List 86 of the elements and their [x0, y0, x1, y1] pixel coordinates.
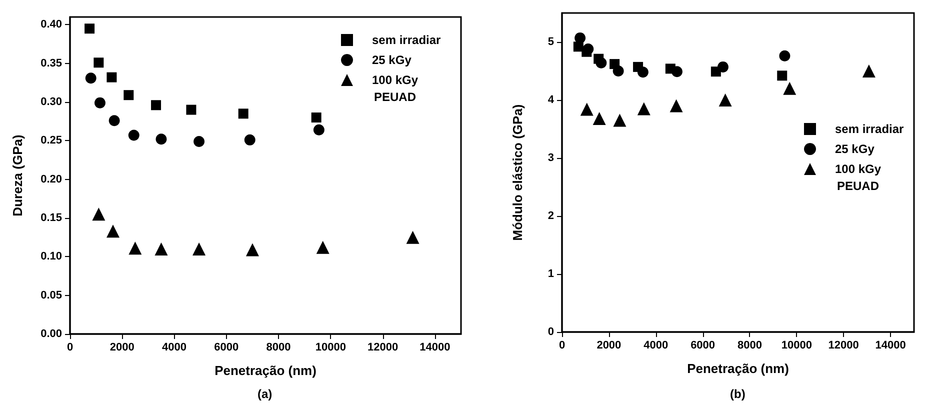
point [313, 124, 324, 136]
point [596, 57, 607, 68]
point [316, 240, 330, 254]
x-tick-label: 2000 [110, 342, 134, 354]
x-tick-label: 0 [558, 340, 566, 352]
legend-label: 100 kGy [372, 73, 418, 87]
point [94, 58, 104, 68]
point [637, 102, 650, 116]
legend-label: 25 kGy [372, 53, 412, 67]
x-tick-label: 8000 [737, 340, 762, 352]
x-tick-label: 4000 [162, 342, 187, 354]
y-tick-label: 1 [548, 268, 554, 280]
point [128, 130, 140, 141]
x-tick-label: 6000 [214, 342, 239, 354]
y-tick-label: 0.20 [40, 173, 62, 186]
x-tick-label: 12000 [828, 340, 859, 352]
y-tick-label: 0.40 [40, 18, 62, 31]
point [592, 112, 606, 126]
y-tick-label: 0.25 [40, 134, 62, 147]
legend-label: 25 kGy [835, 142, 875, 156]
point [582, 43, 594, 54]
legend-label: sem irradiar [372, 33, 442, 47]
point [779, 50, 790, 62]
point [862, 64, 876, 78]
point [717, 61, 728, 72]
point [670, 99, 683, 112]
legend-title: PEUAD [837, 179, 880, 193]
point [128, 242, 142, 255]
x-axis-title: Penetração (nm) [687, 361, 789, 376]
point [580, 102, 594, 116]
point [85, 72, 96, 84]
y-tick-label: 0.10 [40, 250, 62, 263]
x-tick-label: 12000 [368, 342, 398, 354]
point [106, 72, 117, 82]
point [672, 66, 682, 78]
x-tick-label: 10000 [781, 340, 812, 352]
text: (a) [258, 387, 272, 401]
point [246, 243, 259, 256]
point [406, 230, 420, 244]
x-tick-label: 4000 [644, 340, 668, 352]
legend-title: PEUAD [374, 90, 416, 104]
x-tick-label: 10000 [315, 342, 346, 354]
point [94, 97, 106, 108]
point [156, 134, 167, 145]
point [186, 104, 196, 115]
x-tick-label: 14000 [875, 340, 906, 352]
point [613, 114, 626, 127]
x-tick-label: 6000 [690, 340, 716, 352]
point [574, 32, 586, 44]
y-axis-title: Módulo elástico (GPa) [510, 104, 525, 241]
point [92, 208, 106, 221]
y-tick-label: 0.35 [40, 57, 62, 70]
point [151, 100, 162, 110]
y-tick-label: 0 [548, 326, 554, 338]
point [637, 66, 648, 78]
point [783, 82, 796, 95]
point [238, 108, 248, 119]
y-axis-title: Dureza (GPa) [10, 134, 25, 216]
point [124, 90, 134, 100]
y-tick-label: 4 [548, 94, 555, 106]
x-tick-label: 14000 [420, 342, 450, 354]
y-tick-label: 5 [548, 36, 554, 48]
point [718, 94, 732, 106]
x-tick-label: 8000 [266, 342, 291, 354]
y-tick-label: 3 [548, 152, 554, 164]
point [84, 24, 95, 34]
text: (b) [730, 387, 746, 401]
x-tick-label: 0 [66, 342, 74, 354]
point [192, 242, 206, 256]
point [244, 134, 256, 146]
point [311, 112, 322, 123]
y-tick-label: 0.30 [40, 96, 62, 108]
point [154, 242, 168, 256]
y-tick-label: 2 [548, 210, 554, 222]
point [108, 115, 120, 126]
x-tick-label: 2000 [596, 340, 622, 352]
point [194, 136, 205, 147]
point [777, 70, 788, 81]
y-tick-label: 0.00 [40, 328, 62, 340]
y-tick-label: 0.15 [40, 212, 62, 224]
point [106, 224, 120, 238]
legend-label: sem irradiar [835, 122, 904, 136]
legend-label: 100 kGy [835, 162, 882, 176]
x-axis-title: Penetração (nm) [214, 363, 316, 378]
point [612, 66, 624, 76]
y-tick-label: 0.05 [40, 289, 62, 302]
